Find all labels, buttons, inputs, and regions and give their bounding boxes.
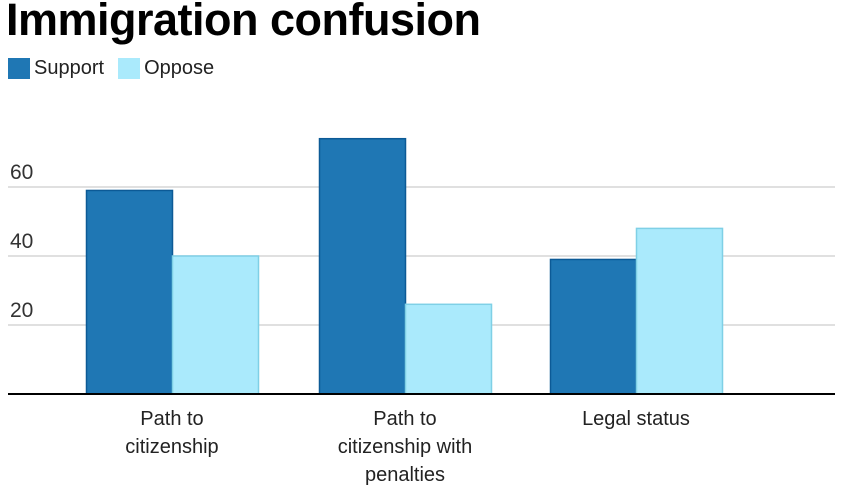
x-tick-label: Legal status — [582, 408, 690, 430]
legend-item-support: Support — [8, 57, 104, 80]
x-tick-label: penalties — [365, 464, 445, 486]
legend-item-oppose: Oppose — [118, 57, 214, 80]
x-tick-label: citizenship — [125, 436, 218, 458]
bar-oppose — [171, 255, 260, 395]
x-tick-label: Path to — [140, 408, 203, 430]
legend-swatch-support — [8, 58, 30, 79]
y-tick-label: 60 — [10, 161, 33, 184]
legend-label-oppose: Oppose — [144, 57, 215, 79]
bar-oppose — [635, 227, 724, 395]
x-tick-label: Path to — [373, 408, 436, 430]
y-tick-label: 20 — [10, 299, 33, 322]
legend-swatch-oppose — [118, 58, 141, 79]
y-tick-label: 40 — [10, 230, 33, 253]
chart-title: Immigration confusion — [6, 0, 481, 45]
bar-oppose — [404, 303, 493, 395]
legend-label-support: Support — [34, 57, 105, 79]
x-tick-label: citizenship with — [338, 436, 473, 458]
bar-support — [549, 258, 638, 395]
legend: Support Oppose — [8, 57, 214, 80]
bar-support — [85, 189, 174, 395]
bar-support — [318, 137, 407, 395]
